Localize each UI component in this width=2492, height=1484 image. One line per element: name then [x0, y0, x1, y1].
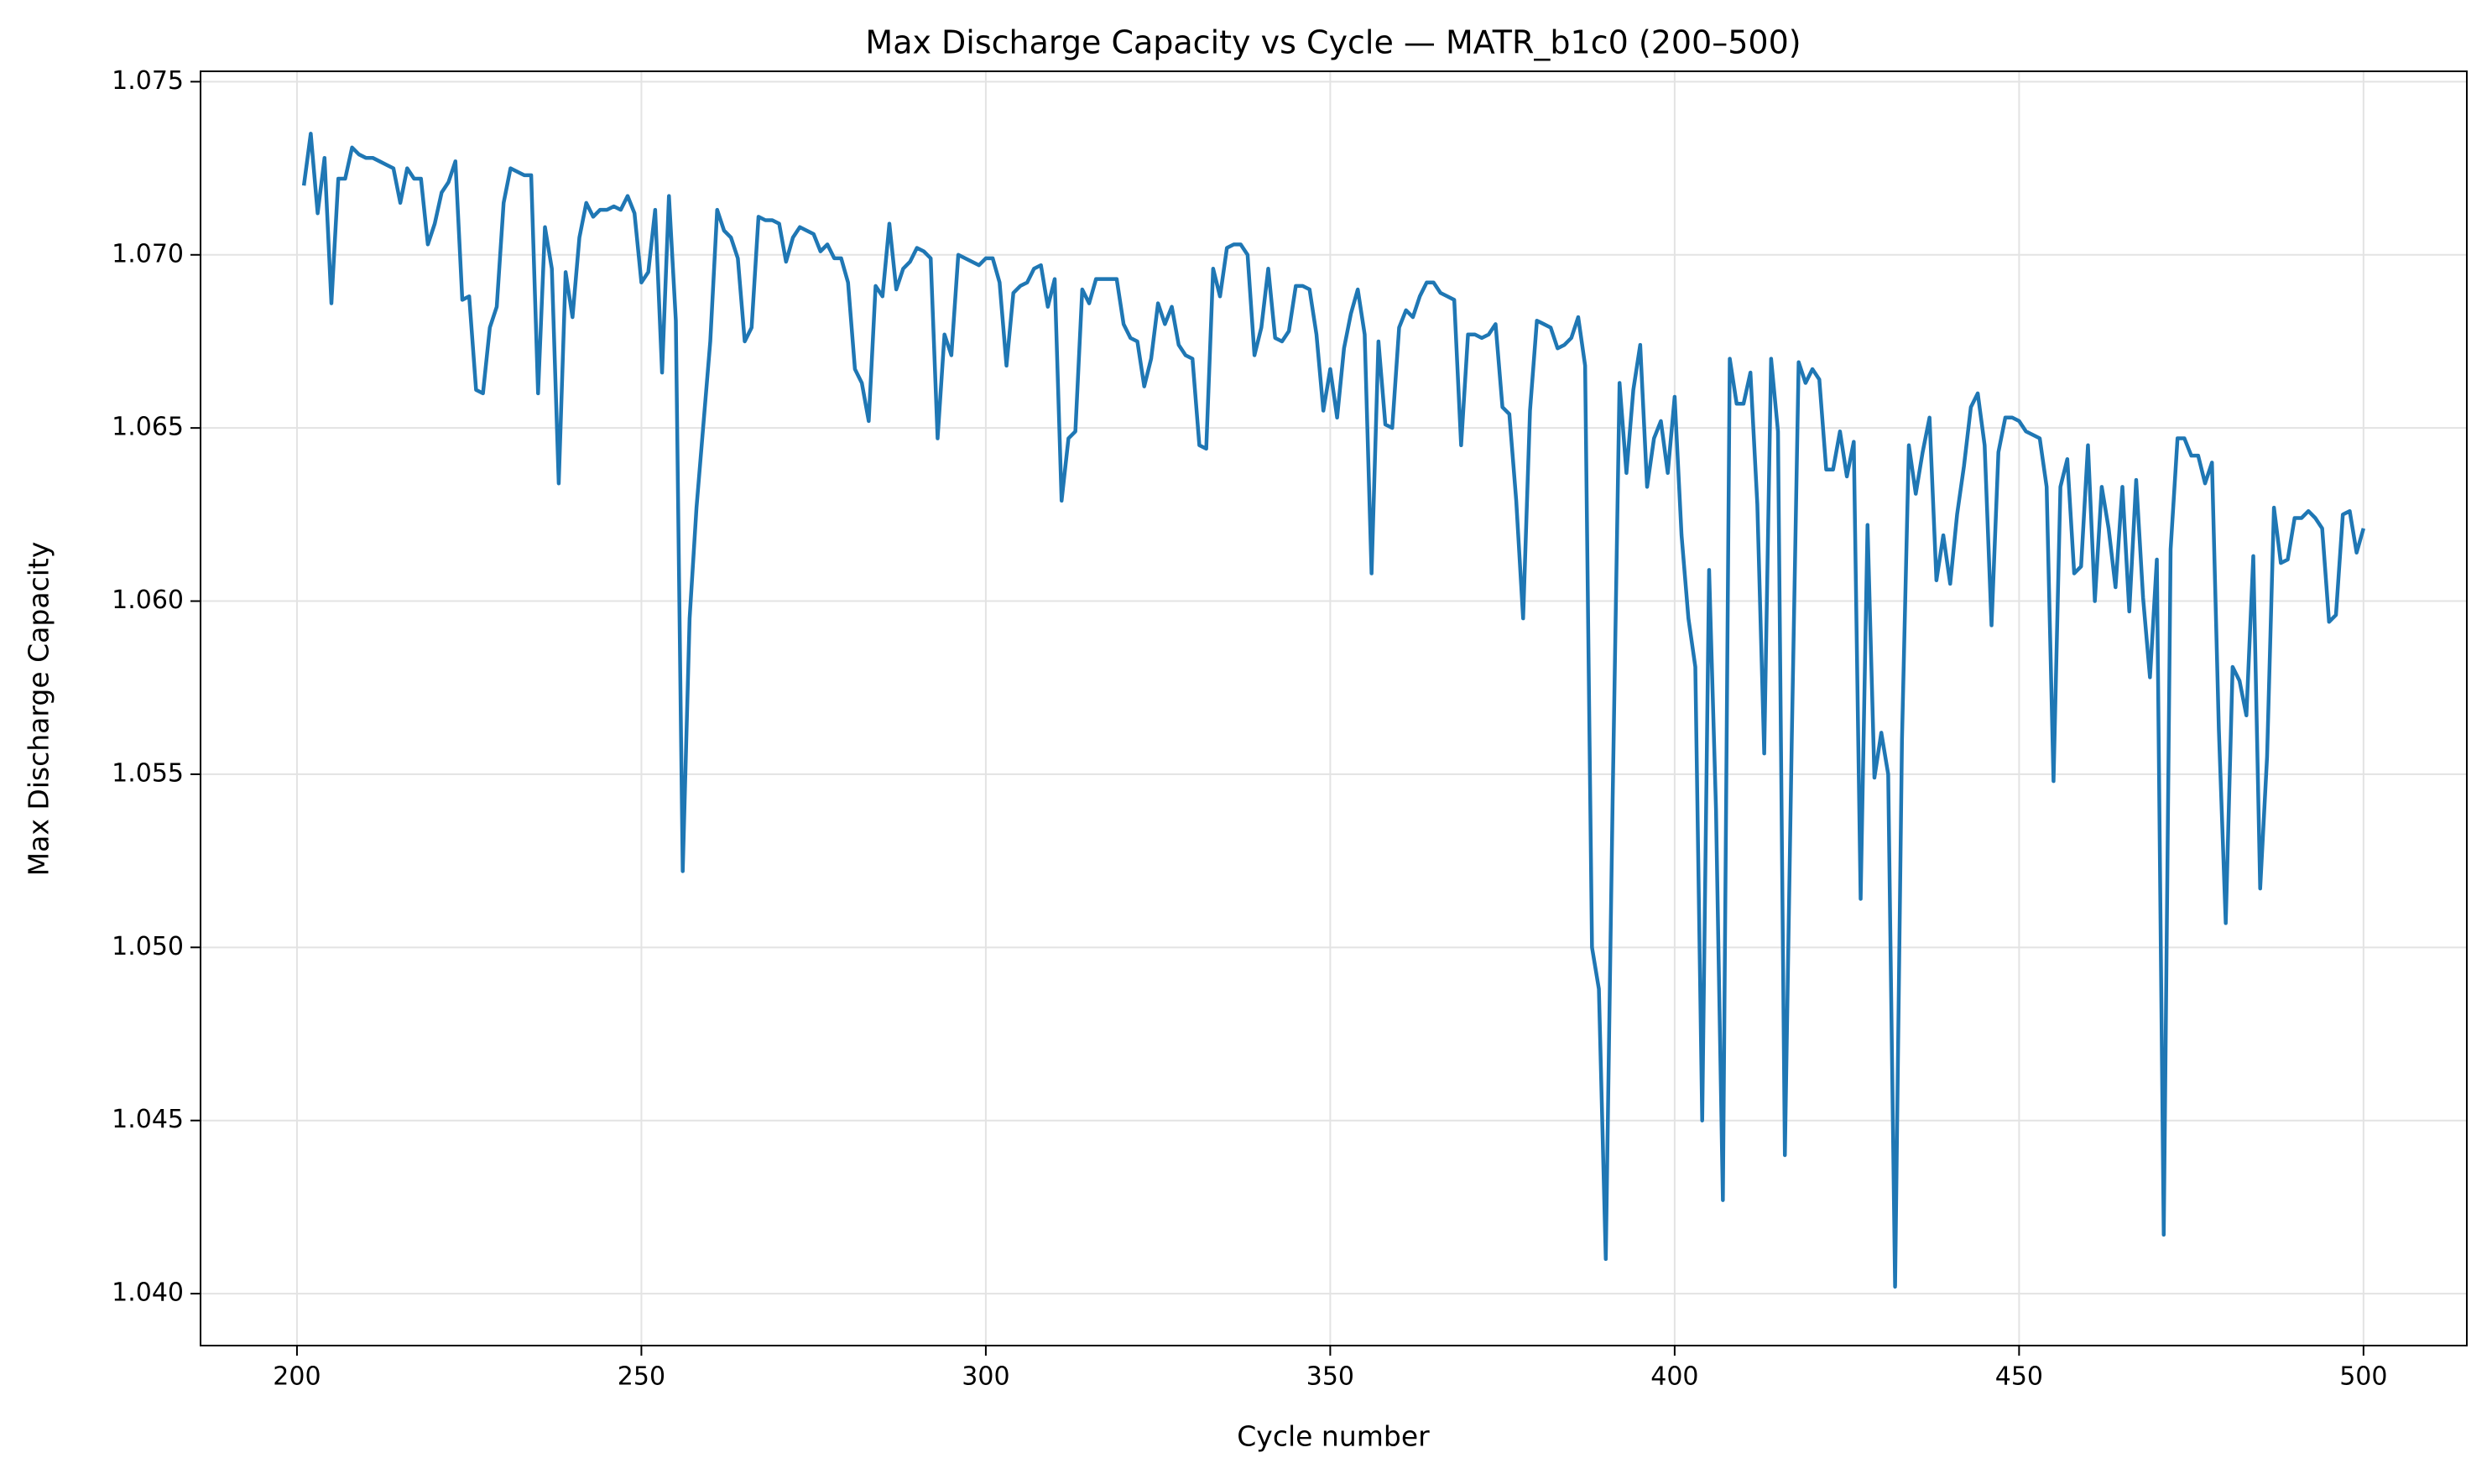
x-tick-label: 300 [962, 1362, 1009, 1392]
y-tick-label: 1.055 [112, 758, 184, 788]
y-tick-label: 1.065 [112, 413, 184, 442]
y-axis-label: Max Discharge Capacity [23, 542, 55, 877]
x-tick-label: 500 [2339, 1362, 2387, 1392]
x-axis-label: Cycle number [1237, 1420, 1430, 1453]
chart-title: Max Discharge Capacity vs Cycle — MATR_b… [865, 24, 1801, 61]
y-tick-label: 1.040 [112, 1278, 184, 1308]
y-tick-label: 1.050 [112, 932, 184, 961]
y-tick-label: 1.075 [112, 66, 184, 96]
x-tick-label: 400 [1650, 1362, 1698, 1392]
data-line [301, 132, 2366, 1289]
y-tick-label: 1.045 [112, 1105, 184, 1134]
x-tick-label: 200 [273, 1362, 321, 1392]
x-tick-label: 250 [618, 1362, 665, 1392]
y-tick-label: 1.060 [112, 586, 184, 615]
x-tick-label: 450 [1995, 1362, 2043, 1392]
x-tick-label: 350 [1306, 1362, 1354, 1392]
plot-frame [200, 70, 2468, 1346]
y-tick-label: 1.070 [112, 239, 184, 268]
